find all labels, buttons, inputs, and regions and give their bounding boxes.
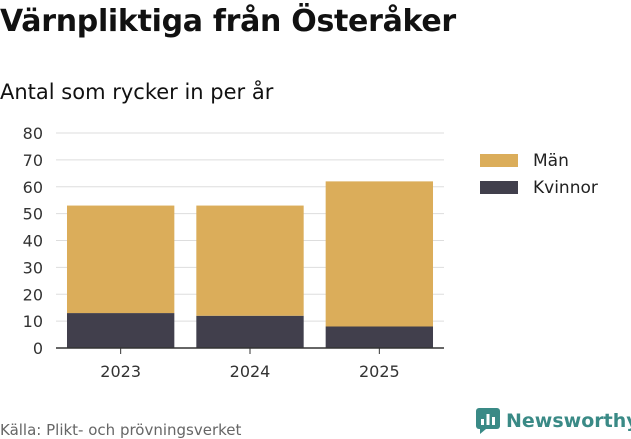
y-tick-label: 10 bbox=[23, 312, 43, 331]
legend-label-kvinnor: Kvinnor bbox=[533, 178, 598, 198]
y-tick-label: 30 bbox=[23, 258, 43, 277]
x-tick-label: 2023 bbox=[100, 362, 141, 381]
y-tick-label: 40 bbox=[23, 232, 43, 251]
legend-swatch-män bbox=[480, 154, 518, 167]
bar-kvinnor-2023 bbox=[66, 313, 175, 348]
x-tick-label: 2024 bbox=[230, 362, 271, 381]
legend-swatch-kvinnor bbox=[480, 181, 518, 194]
y-tick-label: 20 bbox=[23, 285, 43, 304]
bar-chart-logo-icon bbox=[476, 408, 500, 434]
bar-män-2023 bbox=[66, 205, 175, 314]
bar-män-2024 bbox=[196, 205, 304, 316]
chart-subtitle: Antal som rycker in per år bbox=[0, 80, 274, 104]
chart-title: Värnpliktiga från Österåker bbox=[0, 4, 456, 39]
bar-män-2025 bbox=[325, 181, 434, 327]
source-note: Källa: Plikt- och prövningsverket bbox=[0, 421, 242, 439]
bar-kvinnor-2024 bbox=[196, 315, 304, 348]
y-tick-label: 80 bbox=[23, 124, 43, 143]
bar-kvinnor-2025 bbox=[325, 326, 434, 348]
newsworthy-logo: Newsworthy bbox=[476, 408, 631, 434]
y-tick-label: 0 bbox=[33, 339, 43, 358]
legend-label-män: Män bbox=[533, 151, 569, 171]
y-tick-label: 50 bbox=[23, 205, 43, 224]
y-tick-label: 70 bbox=[23, 151, 43, 170]
brand-name: Newsworthy bbox=[506, 410, 631, 432]
x-tick-label: 2025 bbox=[359, 362, 400, 381]
y-tick-label: 60 bbox=[23, 178, 43, 197]
stacked-bar-chart: 0 10 20 30 40 50 60 70 80 2023 2024 2025 Män Kvinnor bbox=[23, 124, 598, 381]
